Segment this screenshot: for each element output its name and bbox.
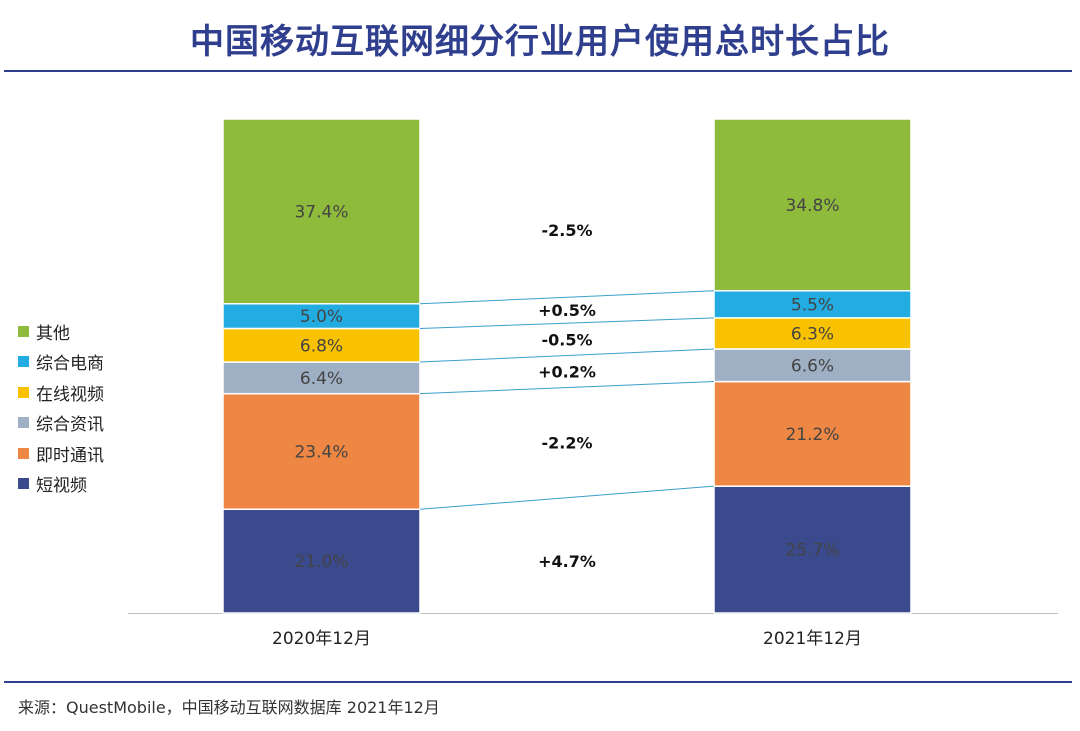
change-label: -2.2% xyxy=(541,434,592,453)
bar-value-label: 6.3% xyxy=(791,324,834,344)
bar-value-label: 21.0% xyxy=(294,552,348,572)
connector-line xyxy=(419,348,715,363)
bar-value-label: 37.4% xyxy=(294,202,348,222)
legend-label: 其他 xyxy=(36,323,70,344)
x-tick-label: 2021年12月 xyxy=(763,629,862,649)
change-label: -0.5% xyxy=(541,330,592,349)
bar-value-label: 23.4% xyxy=(294,442,348,462)
bar-value-label: 21.2% xyxy=(785,425,839,445)
footer-divider xyxy=(4,681,1072,683)
legend-item: 综合资讯 xyxy=(18,408,104,439)
legend-label: 在线视频 xyxy=(36,384,104,405)
legend-label: 综合电商 xyxy=(36,354,104,375)
bar-value-label: 34.8% xyxy=(785,196,839,216)
bar-segment xyxy=(222,327,421,363)
legend-label: 即时通讯 xyxy=(36,445,104,466)
bar-segment xyxy=(222,118,421,305)
bar-value-label: 25.7% xyxy=(785,541,839,561)
legend-label: 综合资讯 xyxy=(36,415,104,436)
bar-segment xyxy=(713,348,912,383)
legend-swatch xyxy=(18,356,29,368)
change-label: -2.5% xyxy=(541,221,592,240)
source-note: 来源：QuestMobile，中国移动互联网数据库 2021年12月 xyxy=(18,698,440,717)
legend-item: 综合电商 xyxy=(18,347,104,378)
legend-swatch xyxy=(18,325,29,337)
legend-item: 其他 xyxy=(18,316,104,347)
legend-item: 短视频 xyxy=(18,469,104,500)
legend-swatch xyxy=(18,386,29,398)
connector-line xyxy=(419,317,715,329)
bar-value-label: 6.4% xyxy=(300,369,343,389)
bar-value-label: 6.8% xyxy=(300,336,343,356)
title-divider xyxy=(4,70,1072,72)
legend-swatch xyxy=(18,417,29,429)
connector-line xyxy=(419,485,715,510)
bar-segment xyxy=(222,361,421,395)
bar-segment xyxy=(713,118,912,292)
bar-segment xyxy=(713,317,912,350)
change-label: +4.7% xyxy=(538,552,596,571)
legend-item: 在线视频 xyxy=(18,377,104,408)
connector-line xyxy=(419,381,715,395)
bar-value-label: 6.6% xyxy=(791,356,834,376)
bar-segment xyxy=(222,392,421,511)
legend-swatch xyxy=(18,478,29,490)
change-label: +0.5% xyxy=(538,301,596,320)
connector-line xyxy=(419,290,715,305)
legend: 其他综合电商在线视频综合资讯即时通讯短视频 xyxy=(18,316,104,499)
legend-swatch xyxy=(18,447,29,459)
change-label: +0.2% xyxy=(538,363,596,382)
bar-segment xyxy=(222,508,421,614)
bar-segment xyxy=(713,289,912,319)
x-tick-label: 2020年12月 xyxy=(272,629,371,649)
bar-value-label: 5.0% xyxy=(300,307,343,327)
chart-title: 中国移动互联网细分行业用户使用总时长占比 xyxy=(190,22,890,62)
bar-segment xyxy=(222,303,421,330)
legend-item: 即时通讯 xyxy=(18,438,104,469)
bar-segment xyxy=(713,380,912,487)
legend-label: 短视频 xyxy=(36,476,87,497)
bar-value-label: 5.5% xyxy=(791,295,834,315)
